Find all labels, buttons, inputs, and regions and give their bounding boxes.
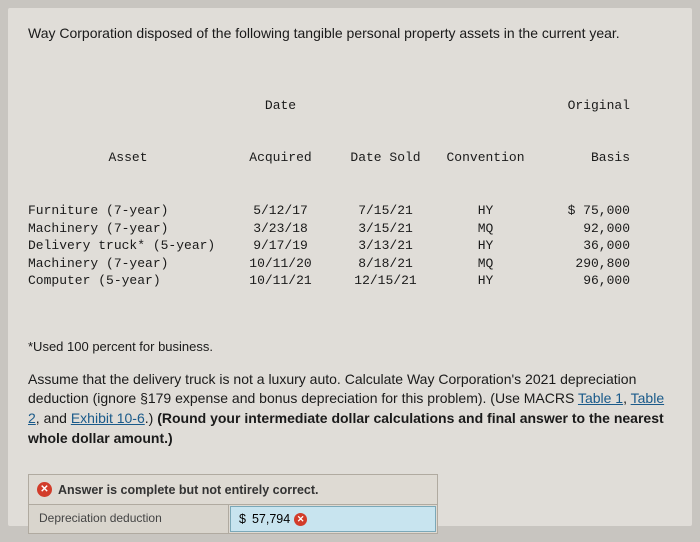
col-original: Original (533, 97, 638, 115)
cell-asset: Delivery truck* (5-year) (28, 237, 228, 255)
col-basis: Basis (533, 149, 638, 167)
answer-box: ✕ Answer is complete but not entirely co… (28, 474, 438, 534)
cell-sold: 7/15/21 (333, 202, 438, 220)
cell-asset: Furniture (7-year) (28, 202, 228, 220)
table-header-line1: Date Original (28, 97, 672, 115)
link-table1[interactable]: Table 1 (578, 390, 623, 406)
asset-table: Date Original Asset Acquired Date Sold C… (28, 62, 672, 325)
cell-sold: 8/18/21 (333, 255, 438, 273)
col-convention: Convention (438, 149, 533, 167)
cell-asset: Machinery (7-year) (28, 255, 228, 273)
table-row: Delivery truck* (5-year)9/17/193/13/21HY… (28, 237, 672, 255)
currency-symbol: $ (239, 512, 246, 526)
table-header-line2: Asset Acquired Date Sold Convention Basi… (28, 149, 672, 167)
cell-basis: 92,000 (533, 220, 638, 238)
footnote: *Used 100 percent for business. (28, 339, 672, 354)
table-row: Computer (5-year)10/11/2112/15/21HY96,00… (28, 272, 672, 290)
table-row: Machinery (7-year)3/23/183/15/21MQ92,000 (28, 220, 672, 238)
instructions: Assume that the delivery truck is not a … (28, 370, 672, 448)
cell-convention: HY (438, 272, 533, 290)
value-incorrect-icon: ✕ (294, 513, 307, 526)
cell-acquired: 5/12/17 (228, 202, 333, 220)
link-exhibit[interactable]: Exhibit 10-6 (71, 410, 145, 426)
cell-basis: 36,000 (533, 237, 638, 255)
answer-row: Depreciation deduction $ 57,794 ✕ (29, 505, 437, 533)
answer-header: ✕ Answer is complete but not entirely co… (29, 475, 437, 505)
cell-basis: 96,000 (533, 272, 638, 290)
col-date: Date (228, 97, 333, 115)
cell-convention: HY (438, 202, 533, 220)
intro-text: Way Corporation disposed of the followin… (28, 24, 672, 44)
question-page: Way Corporation disposed of the followin… (8, 8, 692, 526)
answer-header-text: Answer is complete but not entirely corr… (58, 483, 318, 497)
cell-acquired: 3/23/18 (228, 220, 333, 238)
cell-convention: HY (438, 237, 533, 255)
cell-acquired: 10/11/21 (228, 272, 333, 290)
cell-acquired: 10/11/20 (228, 255, 333, 273)
col-acquired: Acquired (228, 149, 333, 167)
cell-acquired: 9/17/19 (228, 237, 333, 255)
table-row: Machinery (7-year)10/11/208/18/21MQ290,8… (28, 255, 672, 273)
cell-asset: Computer (5-year) (28, 272, 228, 290)
cell-asset: Machinery (7-year) (28, 220, 228, 238)
col-sold: Date Sold (333, 149, 438, 167)
cell-sold: 3/15/21 (333, 220, 438, 238)
answer-label: Depreciation deduction (29, 505, 229, 533)
cell-convention: MQ (438, 255, 533, 273)
incorrect-icon: ✕ (37, 482, 52, 497)
answer-value-cell[interactable]: $ 57,794 ✕ (230, 506, 436, 532)
cell-basis: $ 75,000 (533, 202, 638, 220)
answer-value: 57,794 (252, 512, 290, 526)
cell-sold: 12/15/21 (333, 272, 438, 290)
cell-convention: MQ (438, 220, 533, 238)
cell-basis: 290,800 (533, 255, 638, 273)
col-asset: Asset (28, 149, 228, 167)
cell-sold: 3/13/21 (333, 237, 438, 255)
table-row: Furniture (7-year)5/12/177/15/21HY$ 75,0… (28, 202, 672, 220)
